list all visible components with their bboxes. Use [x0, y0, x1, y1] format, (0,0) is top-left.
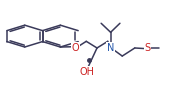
Text: OH: OH [79, 67, 94, 77]
Text: O: O [72, 43, 79, 53]
Text: S: S [145, 43, 151, 53]
Text: N: N [107, 43, 114, 53]
